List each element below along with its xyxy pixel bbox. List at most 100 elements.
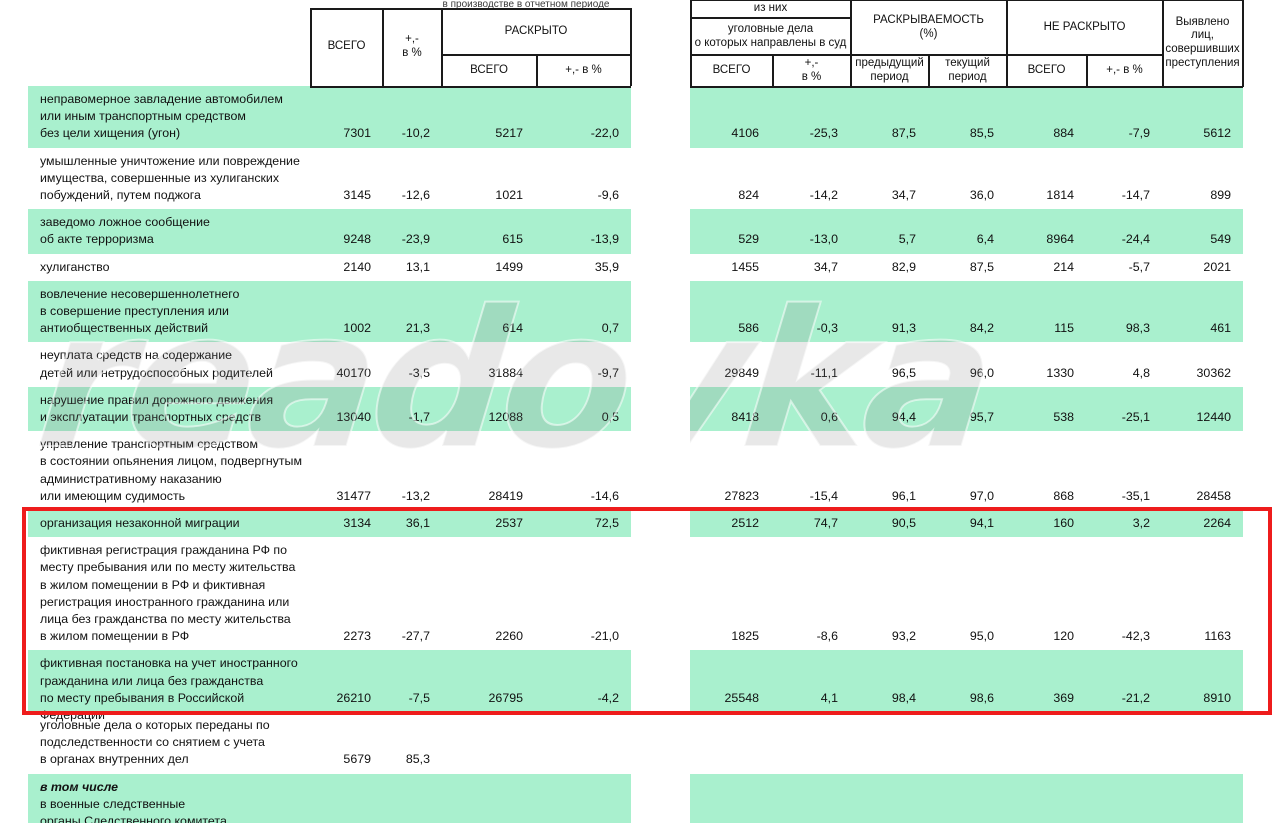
table-cell: 1814 [1046,187,1074,202]
row-label: неуплата средств на содержание детей или… [40,348,273,380]
row-band-left [28,342,631,387]
row-band-right [690,147,1243,210]
table-cell: 824 [738,187,759,202]
row-label: фиктивная постановка на учет иностранног… [40,656,298,722]
table-cell: -21,2 [1121,690,1150,705]
header-left-total: ВСЕГО [327,40,366,53]
header-rule-left-vert-2 [382,8,384,87]
table-cell: 0,7 [601,321,619,336]
table-cell: -8,6 [816,629,838,644]
table-cell: 36,0 [969,187,994,202]
table-row: фиктивная постановка на учет иностранног… [0,650,1280,722]
table-cell: 98,6 [969,690,994,705]
table-cell: 98,3 [1125,321,1150,336]
row-band-left [28,386,631,432]
header-rule-left-bottom [310,85,632,88]
table-cell: -13,2 [401,488,430,503]
table-row: фиктивная регистрация гражданина РФ по м… [0,537,1280,651]
table-cell: 98,4 [891,690,916,705]
header-left-solved-group: РАСКРЫТО [504,24,568,37]
row-band-right [690,86,1243,148]
row-band-right [690,342,1243,387]
header-right-unsolved-delta: +,- в % [1106,63,1143,76]
table-cell: -9,6 [597,187,619,202]
row-band-left [28,431,631,510]
table-cell: 93,2 [891,629,916,644]
row-label: в том числе в военные следственные орган… [40,779,308,823]
table-cell: -15,4 [809,488,838,503]
table-cell: 3,2 [1132,515,1150,530]
row-band-left [28,253,631,281]
row-band-right [690,537,1243,651]
table-cell: 1825 [731,629,759,644]
table-cell: 4,1 [820,690,838,705]
table-cell: 27823 [724,488,759,503]
header-right-clearance-group: РАСКРЫВАЕМОСТЬ (%) [873,13,984,40]
row-label: уголовные дела о которых переданы по под… [40,717,270,767]
table-cell: 74,7 [813,515,838,530]
row-label: организация незаконной миграции [40,515,240,530]
table-cell: 87,5 [969,259,994,274]
table-cell: 2537 [495,515,523,530]
table-row: вовлечение несовершеннолетнего в соверше… [0,280,1280,343]
row-label: хулиганство [40,259,110,274]
table-cell: 2021 [1203,259,1231,274]
row-band-right [690,280,1243,343]
header-rule-right-vert-3 [1162,0,1164,87]
header-rule-right-vert-2 [1006,0,1008,87]
table-cell: 34,7 [891,187,916,202]
table-cell: 899 [1210,187,1231,202]
table-cell: 1499 [495,259,523,274]
table-row: уголовные дела о которых переданы по под… [0,711,1280,774]
table-cell: 5612 [1203,126,1231,141]
table-cell: 12088 [488,409,523,424]
header-right-unsolved-group: НЕ РАСКРЫТО [1043,20,1126,33]
table-center-gutter [631,86,690,786]
table-cell: -0,3 [816,321,838,336]
table-cell: -7,9 [1128,126,1150,141]
table-cell: 6,4 [976,232,994,247]
row-label: управление транспортным средством в сост… [40,437,302,503]
table-cell: -12,6 [401,187,430,202]
table-cell: 2264 [1203,515,1231,530]
row-label: неправомерное завладение автомобилем или… [40,92,283,141]
table-cell: 36,1 [405,515,430,530]
table-cell: -24,4 [1121,232,1150,247]
table-cell: 0,5 [601,409,619,424]
table-row: заведомо ложное сообщение об акте террор… [0,209,1280,254]
row-label: нарушение правил дорожного движения и эк… [40,392,274,424]
table-cell: 868 [1053,488,1074,503]
table-cell: 5217 [495,126,523,141]
table-row: неуплата средств на содержание детей или… [0,342,1280,387]
header-left-delta: +,- в % [402,33,422,59]
table-cell: -13,0 [809,232,838,247]
row-band-left [28,650,631,712]
table-cell: -14,2 [809,187,838,202]
table-cell: 1330 [1046,365,1074,380]
table-cell: 115 [1054,321,1074,336]
table-cell: 1002 [343,321,371,336]
header-right-cases-to-court: уголовные дела о которых направлены в су… [694,22,847,49]
header-left-solved-delta: +,- в % [565,63,602,76]
table-cell: -3,5 [408,365,430,380]
table-cell: 2273 [343,629,371,644]
table-cell: -7,5 [408,690,430,705]
table-cell: 538 [1053,409,1074,424]
table-cell: 95,0 [969,629,994,644]
table-cell: 82,9 [891,259,916,274]
table-cell: 26210 [336,690,371,705]
table-cell: -9,7 [597,365,619,380]
table-row: умышленные уничтожение или повреждение и… [0,147,1280,210]
table-cell: 8910 [1203,690,1231,705]
row-band-right [690,711,1243,774]
table-cell: 84,2 [969,321,994,336]
table-row: управление транспортным средством в сост… [0,431,1280,510]
table-cell: -22,0 [590,126,619,141]
top-cut-header-text: в производстве в отчетном периоде [442,0,610,9]
row-band-left [28,209,631,254]
header-right-court-delta: +,- в % [801,56,822,83]
table-row: организация незаконной миграции 3134 36,1 2… [0,509,1280,538]
header-rule-right-top [690,0,1243,1]
table-cell: 2260 [495,629,523,644]
header-rule-right-ofthem-underline [690,17,851,19]
